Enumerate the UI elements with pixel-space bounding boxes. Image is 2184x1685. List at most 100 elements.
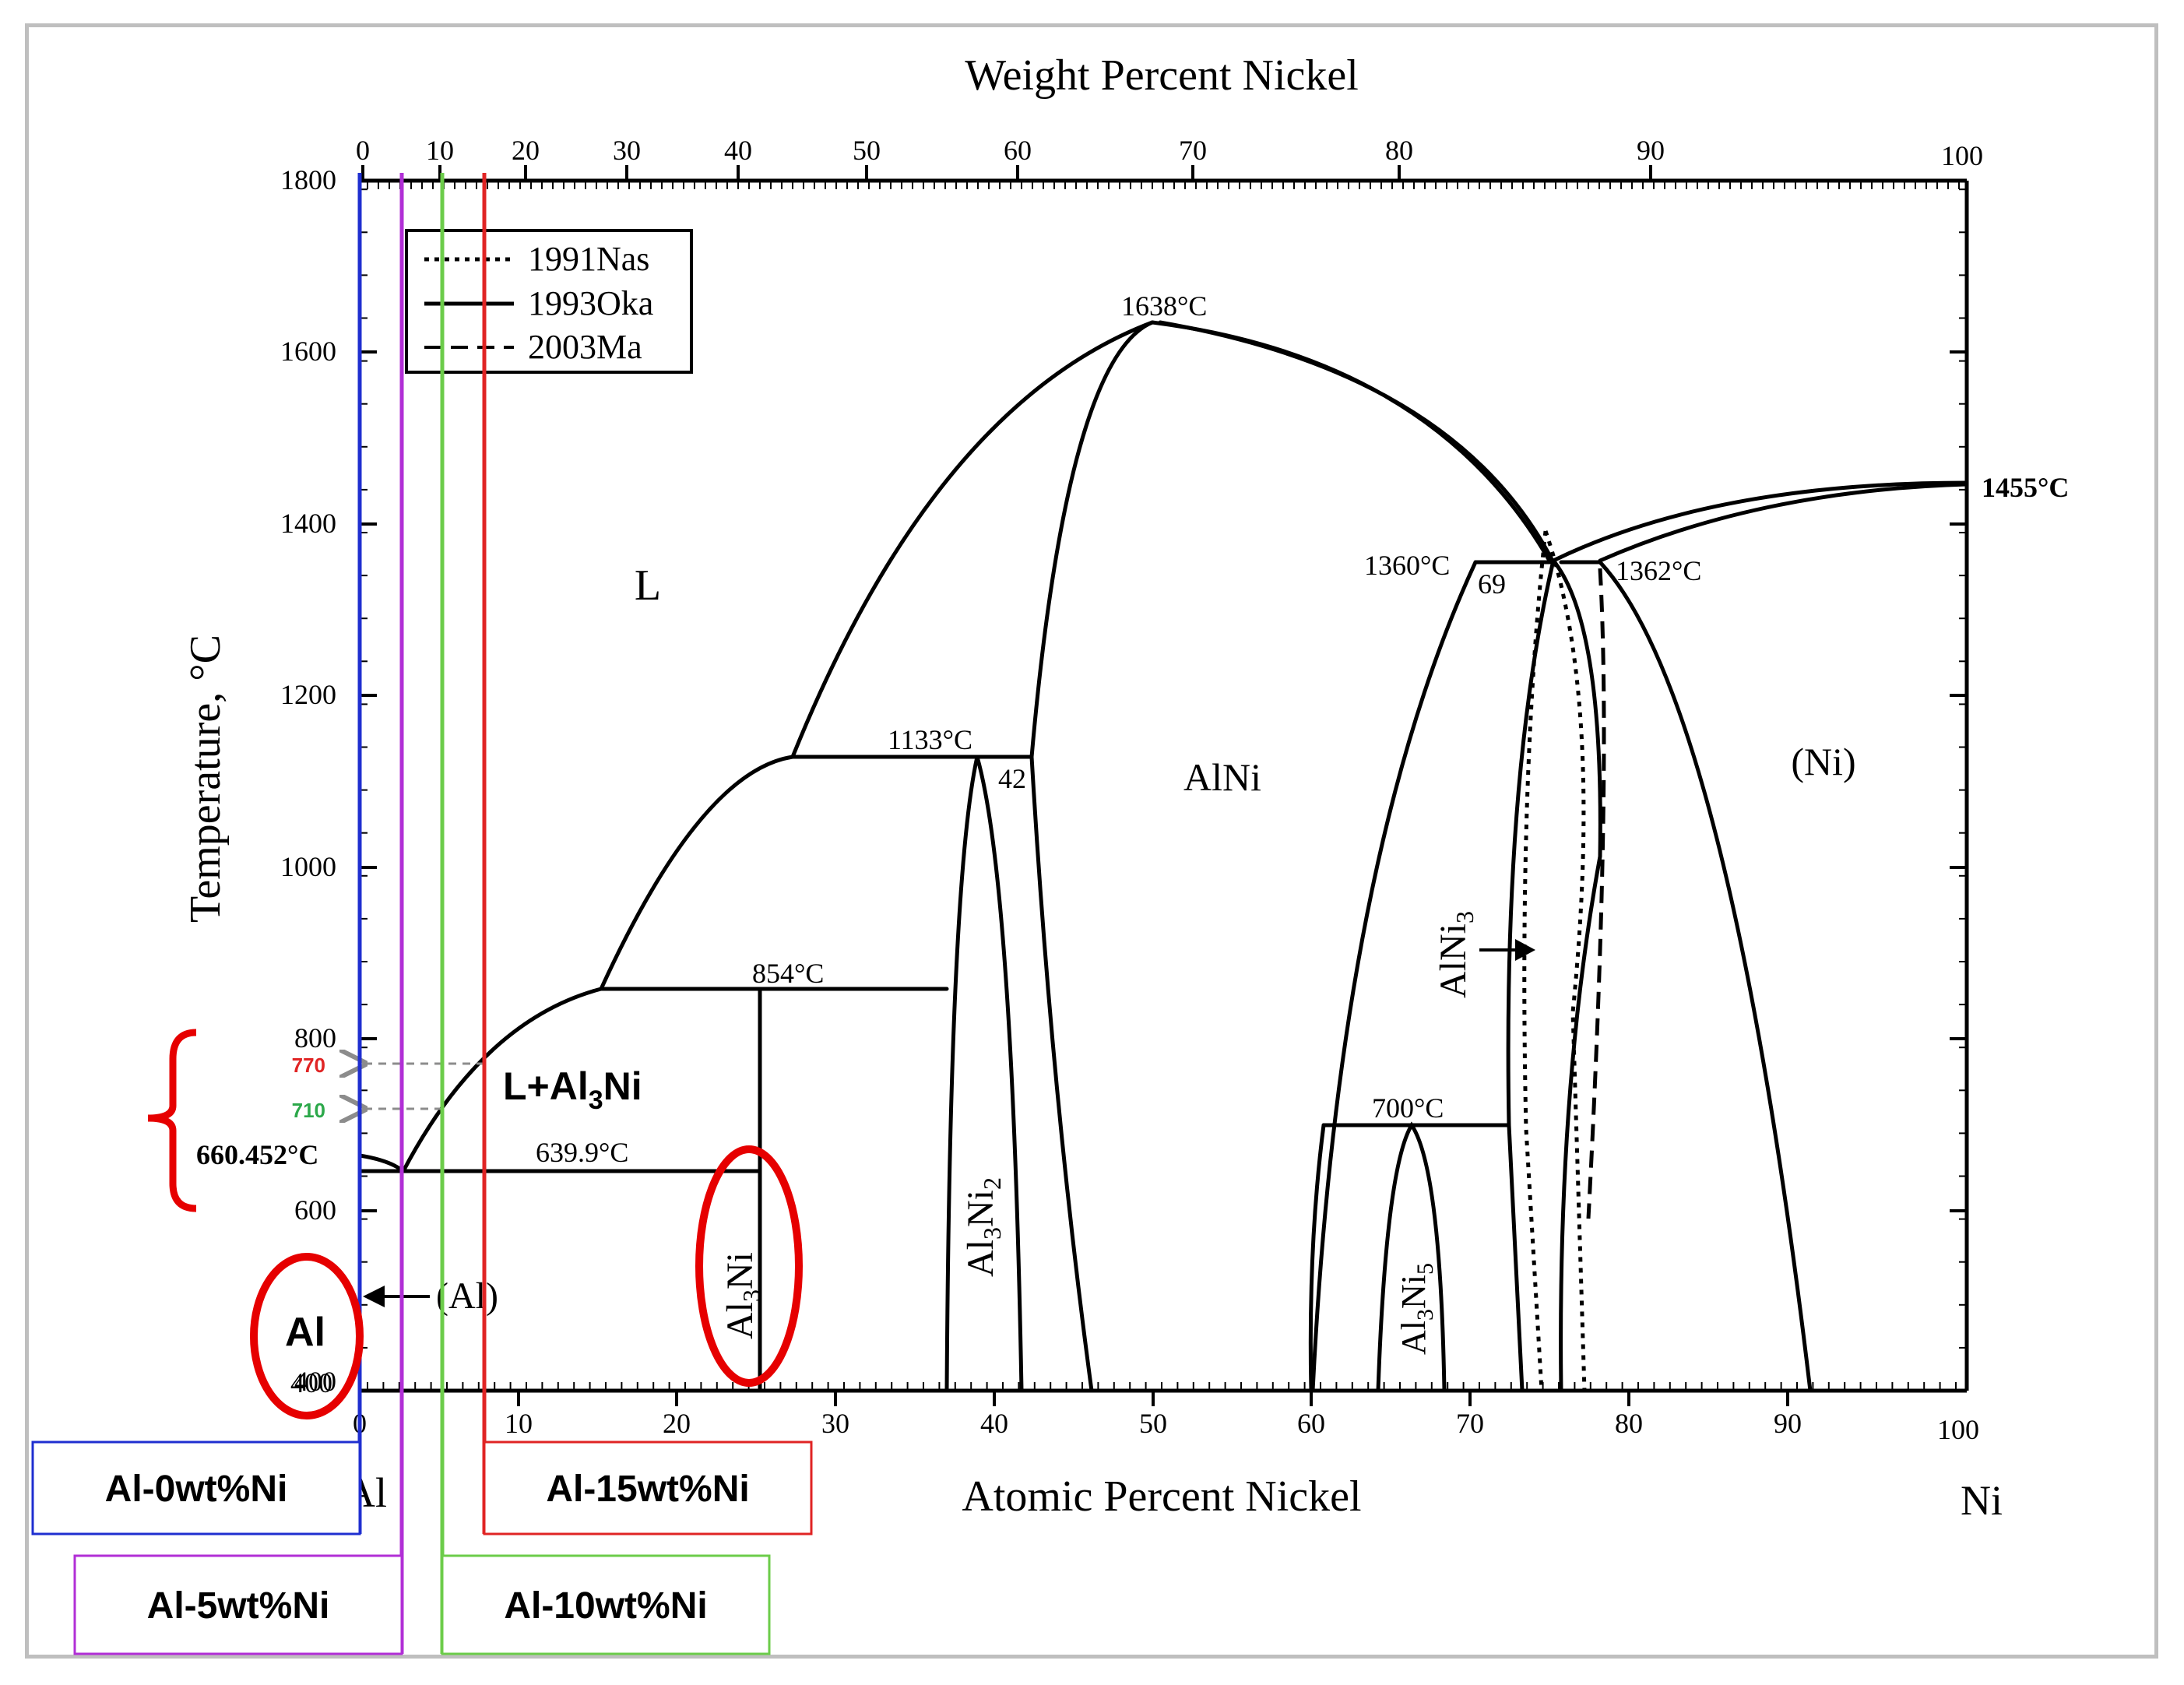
top-major-ticks [361,165,1652,181]
label-ni-solid: (Ni) [1791,740,1855,783]
legend-2003ma: 2003Ma [528,328,642,366]
bottom-tick-60: 60 [1297,1408,1325,1439]
box-al-0-label: Al-0wt%Ni [105,1469,288,1510]
ni-solvus [1598,560,1813,1393]
phase-boundaries-alt [1522,530,1606,1391]
alni-right-solidus [1158,320,1556,565]
label-al3ni2: Al3Ni2 [960,1177,1006,1277]
al3ni2-dome [944,756,1024,1393]
box-al-10 [441,1554,771,1655]
label-710: 710 [292,1099,325,1122]
y-tick-400: 400 [294,1366,336,1397]
label-639: 639.9°C [536,1137,628,1168]
label-1360: 1360°C [1364,550,1450,581]
al-liquidus [357,1153,406,1173]
label-alni3: AlNi3 [1433,911,1479,998]
top-tick-40: 40 [724,135,752,166]
label-1455: 1455°C [1982,472,2069,503]
y-tick-400-overlay: 400 [290,1367,332,1398]
bottom-tick-30: 30 [821,1408,849,1439]
composition-lines [357,173,487,1654]
bottom-tick-50: 50 [1139,1408,1167,1439]
legend-1991nas: 1991Nas [528,240,649,278]
y-tick-1200: 1200 [280,679,336,710]
label-700: 700°C [1372,1092,1444,1124]
top-tick-60: 60 [1004,135,1032,166]
top-tick-100: 100 [1941,140,1983,171]
element-right-label: Ni [1961,1477,2003,1524]
top-axis-title: Weight Percent Nickel [965,51,1359,100]
bottom-tick-80: 80 [1615,1408,1643,1439]
top-tick-80: 80 [1385,135,1413,166]
bottom-major-ticks [517,1391,1789,1406]
y-tick-1400: 1400 [280,508,336,539]
box-al-5 [73,1554,403,1655]
alni-right-lower [1310,560,1478,1393]
bottom-tick-70: 70 [1456,1408,1484,1439]
temperature-bracket [147,1029,197,1212]
y-axis-title: Temperature, °C [181,635,230,923]
bottom-tick-20: 20 [663,1408,691,1439]
bottom-tick-90: 90 [1774,1408,1802,1439]
alni3-right [1551,558,1602,1393]
label-1133: 1133°C [888,724,972,755]
label-two-phase: L+Al3Ni [503,1064,642,1115]
alloy-boxes: Al-0wt%Ni Al-15wt%Ni Al-5wt%Ni Al-10wt%N… [31,1441,813,1655]
box-al-15 [483,1441,813,1535]
axis-minor-ticks [360,181,1967,1391]
label-al3ni: Al3Ni [719,1252,765,1339]
circle-al3ni [695,1145,803,1387]
legend: 1991Nas 1993Oka 2003Ma [405,229,693,374]
al3ni5-dome [1376,1121,1447,1393]
y-tick-800: 800 [294,1022,336,1054]
bottom-axis-title: Atomic Percent Nickel [962,1472,1361,1521]
ma-boundary [1586,568,1606,1219]
label-42: 42 [998,763,1026,794]
alni-left-700 [1308,1123,1326,1393]
label-liquid: L [635,561,661,610]
bottom-tick-100: 100 [1937,1414,1979,1445]
label-alni: AlNi [1183,755,1261,799]
nas-alni3-left [1522,530,1548,1391]
phase-boundaries-solid [357,320,1969,1393]
alni3-arrow [1479,939,1535,961]
label-al3ni5: Al3Ni5 [1394,1263,1438,1355]
label-1362: 1362°C [1616,555,1701,586]
legend-1993oka: 1993Oka [528,284,653,322]
y-tick-1000: 1000 [280,851,336,882]
y-tick-labels: 400 600 800 1000 1200 1400 1600 1800 [280,164,336,1397]
circle-al [250,1253,364,1419]
liquidus-left [401,320,1155,1173]
y-major-ticks [360,350,1967,1212]
top-tick-10: 10 [426,135,454,166]
alni-left-lower [1029,755,1094,1393]
bottom-tick-40: 40 [980,1408,1008,1439]
temperature-projections [363,1064,484,1109]
top-tick-50: 50 [853,135,881,166]
label-1638: 1638°C [1121,290,1207,322]
alni3-left [1506,558,1556,1393]
label-770: 770 [292,1054,325,1077]
box-al-5-label: Al-5wt%Ni [147,1585,330,1627]
bottom-tick-10: 10 [505,1408,533,1439]
label-854: 854°C [752,958,824,989]
al-solid-arrow [363,1286,430,1307]
top-tick-labels: 0 10 20 30 40 50 60 70 80 90 100 [356,135,1983,171]
top-tick-70: 70 [1179,135,1207,166]
ni-liquidus [1551,480,1969,563]
label-660: 660.452°C [196,1139,318,1170]
phase-labels: L AlNi (Ni) (Al) Al3Ni2 Al3Ni Al3Ni5 AlN… [436,561,1856,1355]
y-tick-1800: 1800 [280,164,336,195]
bottom-tick-labels: 0 10 20 30 40 50 60 70 80 90 100 [353,1408,1979,1445]
temperature-labels: 1638°C 1455°C 1360°C 1362°C 1133°C 854°C… [196,290,2069,1170]
alni-left-upper [1029,320,1155,759]
label-69: 69 [1478,568,1506,600]
y-tick-1600: 1600 [280,336,336,367]
top-tick-0: 0 [356,135,370,166]
box-al-15-label: Al-15wt%Ni [546,1469,749,1510]
circle-al-label: Al [285,1310,325,1355]
nas-alni3-right [1543,530,1587,1391]
box-al-10-label: Al-10wt%Ni [504,1585,707,1627]
top-tick-30: 30 [613,135,641,166]
